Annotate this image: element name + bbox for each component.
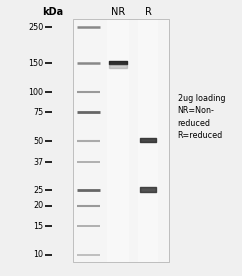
Bar: [107, 19, 129, 262]
Text: kDa: kDa: [42, 7, 63, 17]
Text: R: R: [145, 7, 151, 17]
Text: 50: 50: [33, 137, 44, 145]
Text: 25: 25: [33, 185, 44, 195]
Text: 100: 100: [29, 87, 44, 97]
Text: 75: 75: [33, 108, 44, 117]
Text: 2ug loading
NR=Non-
reduced
R=reduced: 2ug loading NR=Non- reduced R=reduced: [178, 94, 225, 140]
Text: 20: 20: [33, 201, 44, 210]
Text: 250: 250: [28, 23, 44, 32]
Text: 15: 15: [33, 222, 44, 231]
Text: 150: 150: [28, 59, 44, 68]
Text: NR: NR: [111, 7, 125, 17]
Bar: [138, 19, 158, 262]
Text: 10: 10: [34, 250, 44, 259]
Text: 37: 37: [33, 158, 44, 167]
